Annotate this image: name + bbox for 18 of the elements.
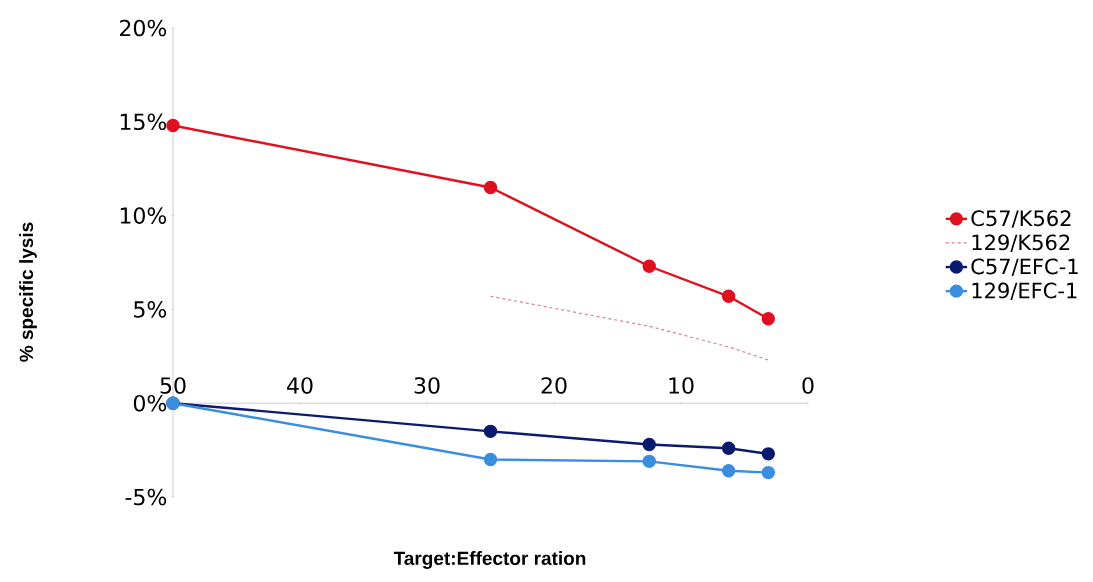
legend-label: 129/K562 [972, 234, 1070, 252]
legend-label: 129/EFC-1 [972, 282, 1077, 301]
x-axis-title: Target:Effector ration [393, 551, 586, 569]
legend-label: C57/K562 [971, 210, 1071, 228]
x-tick-label: 40 [287, 377, 313, 394]
y-tick-label: 0% [133, 394, 167, 412]
y-tick-label: 15% [120, 113, 167, 131]
x-tick-label: 10 [669, 377, 694, 394]
y-tick-label: -5% [125, 488, 167, 506]
y-tick-label: 5% [134, 301, 167, 318]
legend-label: C57/EFC-1 [971, 258, 1078, 277]
x-tick-label: 20 [541, 377, 567, 394]
y-tick-label: 20% [120, 19, 167, 37]
x-tick-label: 30 [414, 377, 440, 394]
x-tick-label: 50 [160, 377, 186, 394]
y-tick-label: 10% [120, 207, 167, 224]
y-axis-title: % specific lysis [19, 222, 37, 362]
x-tick-label: 0 [802, 377, 814, 394]
